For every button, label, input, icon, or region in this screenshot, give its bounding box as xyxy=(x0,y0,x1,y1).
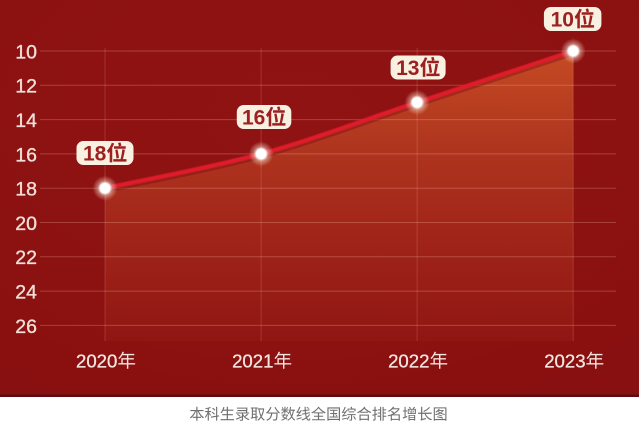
svg-text:12: 12 xyxy=(15,76,37,98)
svg-text:18: 18 xyxy=(15,179,37,201)
svg-text:2021: 2021 xyxy=(232,350,273,371)
svg-text:14: 14 xyxy=(15,110,37,132)
svg-text:16: 16 xyxy=(15,144,37,166)
svg-text:10: 10 xyxy=(15,41,37,63)
svg-text:20: 20 xyxy=(15,213,37,235)
svg-text:16: 16 xyxy=(242,107,265,130)
svg-text:18: 18 xyxy=(83,143,107,166)
svg-text:2022: 2022 xyxy=(388,350,429,371)
svg-text:26: 26 xyxy=(15,316,37,338)
svg-text:24: 24 xyxy=(15,282,37,304)
svg-text:10: 10 xyxy=(551,9,574,32)
svg-text:13: 13 xyxy=(396,57,419,80)
svg-text:2020: 2020 xyxy=(76,350,117,371)
svg-text:2023: 2023 xyxy=(544,350,585,371)
svg-text:22: 22 xyxy=(15,247,37,269)
